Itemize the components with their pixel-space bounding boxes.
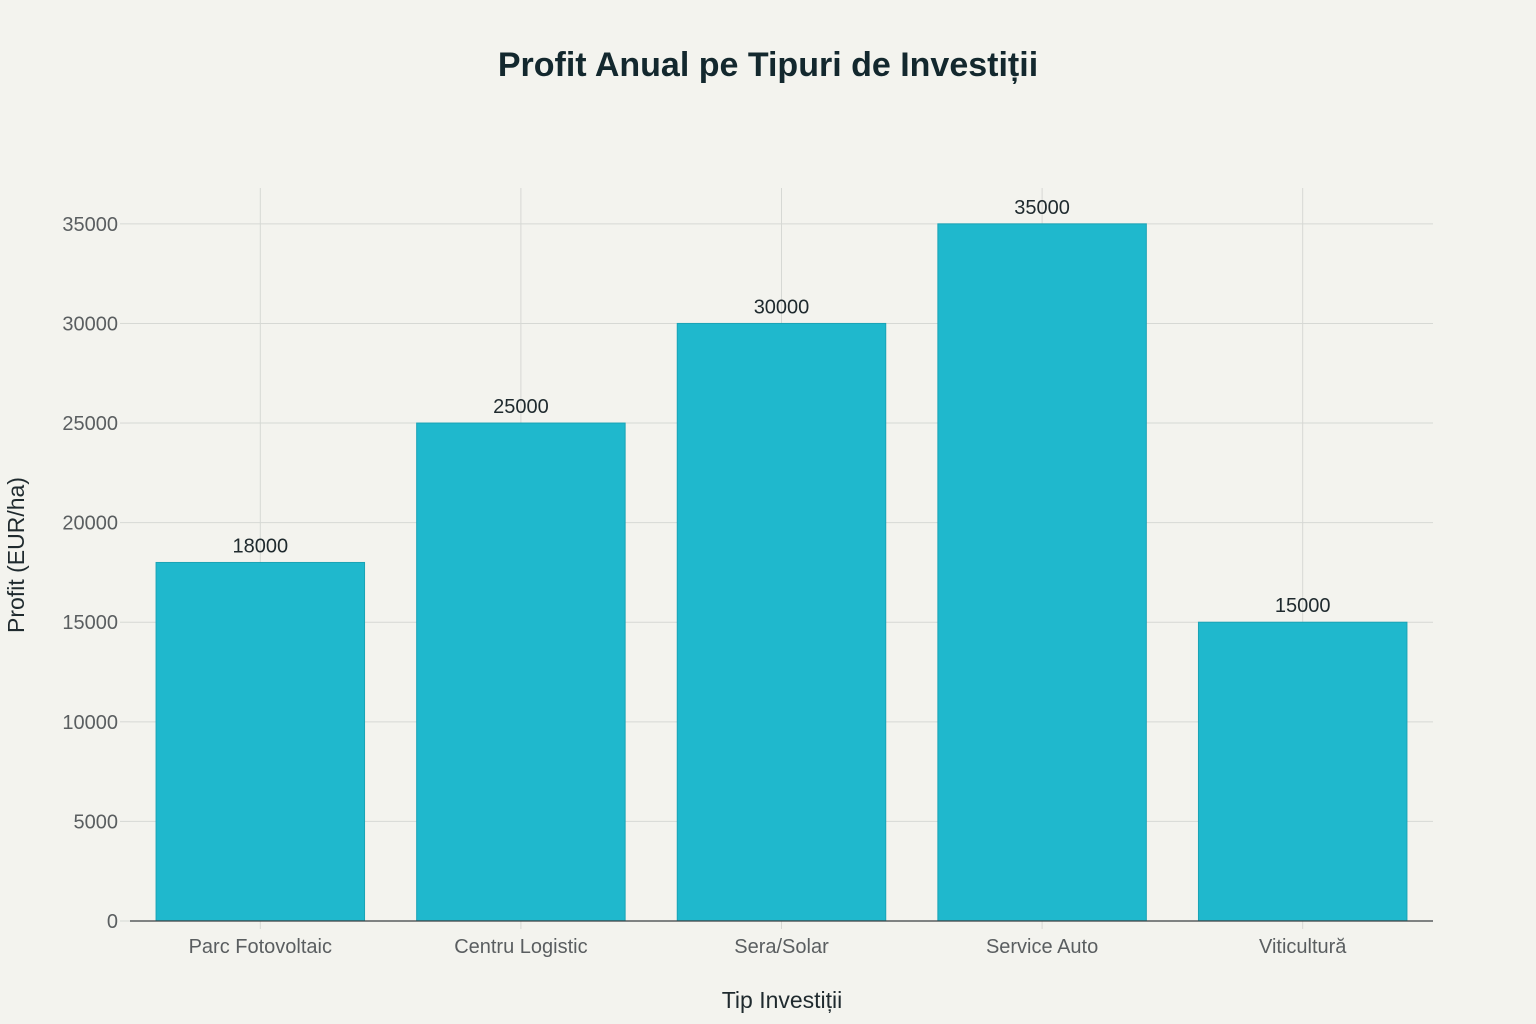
y-tick-label: 35000 xyxy=(62,214,118,236)
x-axis-title: Tip Investiții xyxy=(722,987,843,1013)
y-axis-title: Profit (EUR/ha) xyxy=(3,477,29,633)
data-label-1: 18000 xyxy=(232,535,288,557)
x-tick-label: Sera/Solar xyxy=(734,936,829,958)
bar-5 xyxy=(1197,621,1408,922)
y-tick-labels: 0 5000 10000 15000 20000 25000 30000 35000 xyxy=(62,214,118,933)
bar-2 xyxy=(416,422,626,922)
y-tick-label: 15000 xyxy=(62,612,118,634)
data-label-5: 15000 xyxy=(1275,595,1331,617)
bar-3 xyxy=(676,322,887,922)
x-tick-label: Viticultură xyxy=(1259,936,1347,958)
x-tick-labels: Parc Fotovoltaic Centru Logistic Sera/Sola… xyxy=(189,936,1348,958)
y-tick-label: 5000 xyxy=(74,811,119,833)
bars-group xyxy=(155,223,1408,922)
y-tick-label: 30000 xyxy=(62,313,118,335)
data-labels-group: 18000 25000 30000 35000 15000 xyxy=(232,197,1330,617)
bar-1 xyxy=(155,561,366,922)
data-label-2: 25000 xyxy=(493,396,549,418)
data-label-3: 30000 xyxy=(754,296,810,318)
chart-title: Profit Anual pe Tipuri de Investiții xyxy=(498,46,1038,84)
y-tick-label: 25000 xyxy=(62,413,118,435)
x-tick-label: Parc Fotovoltaic xyxy=(189,936,332,958)
data-label-4: 35000 xyxy=(1014,197,1070,219)
y-tick-label: 20000 xyxy=(62,513,118,535)
x-tick-label: Service Auto xyxy=(986,936,1098,958)
bar-4 xyxy=(937,223,1147,922)
y-tick-label: 10000 xyxy=(62,712,118,734)
y-tick-label: 0 xyxy=(107,911,118,933)
x-tick-label: Centru Logistic xyxy=(454,936,587,958)
